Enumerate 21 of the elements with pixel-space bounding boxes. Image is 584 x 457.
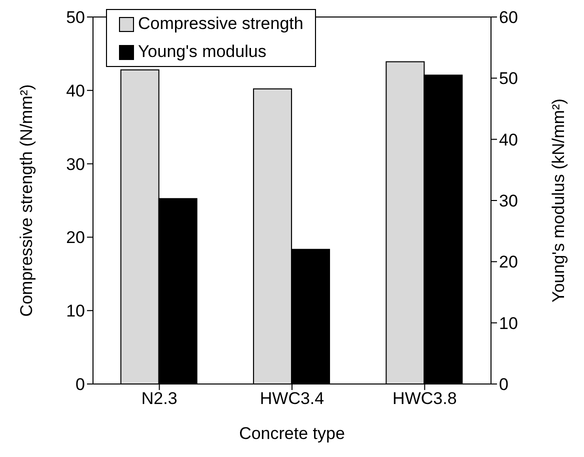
y-tick-label: 40: [66, 81, 85, 100]
y2-tick-label: 0: [499, 375, 508, 394]
legend-label: Young's modulus: [138, 41, 266, 63]
y2-tick-label: 40: [499, 130, 518, 150]
x-tick-label: HWC3.4: [260, 389, 324, 408]
y2-tick-label: 60: [499, 8, 518, 28]
x-axis-title: Concrete type: [239, 424, 345, 443]
y-tick-label: 30: [66, 154, 85, 174]
y-tick-label: 20: [66, 228, 85, 248]
y-tick-label: 0: [76, 375, 85, 394]
y2-tick-label: 10: [499, 314, 518, 333]
x-tick-label: HWC3.8: [392, 389, 457, 408]
y-tick-label: 10: [66, 302, 85, 321]
y2-tick-label: 20: [499, 252, 518, 272]
y2-tick-label: 30: [499, 192, 518, 211]
y2-tick-label: 50: [499, 69, 518, 88]
y-axis-title: Compressive strength (N/mm²): [17, 84, 36, 317]
legend-label: Compressive strength: [138, 13, 304, 35]
y-tick-label: 50: [66, 8, 85, 28]
y2-axis-title: Young's modulus (kN/mm²): [549, 98, 568, 302]
x-tick-label: N2.3: [141, 389, 178, 408]
